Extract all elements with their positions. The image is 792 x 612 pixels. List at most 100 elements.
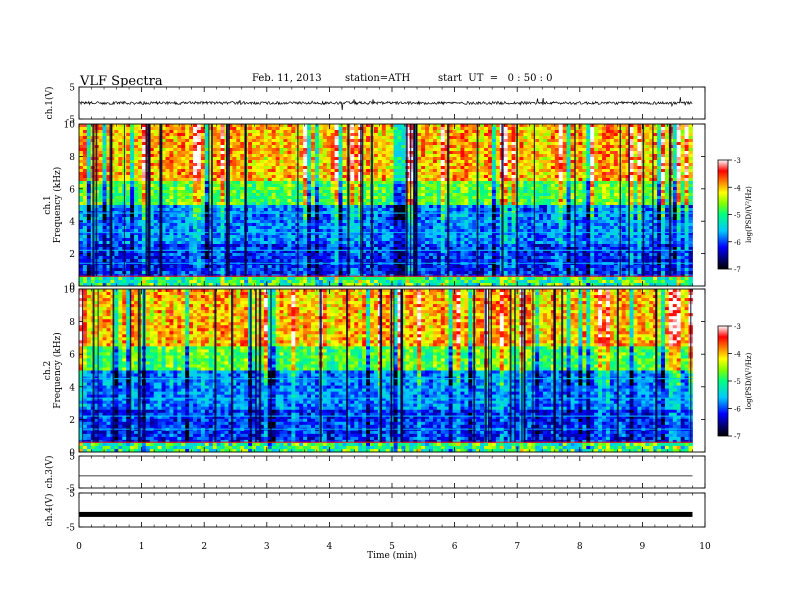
spectrogram-cell (79, 160, 84, 164)
spectrogram-cell (397, 175, 402, 179)
spectrogram-cell (240, 127, 245, 131)
spectrogram-cell (672, 130, 678, 134)
spectrogram-cell (189, 166, 194, 170)
spectrogram-cell (664, 175, 670, 179)
spectrogram-cell (181, 148, 186, 152)
spectrogram-cell (279, 142, 284, 146)
spectrogram-cell (126, 127, 131, 131)
spectrogram-cell (362, 133, 367, 137)
spectrogram-cell (338, 202, 343, 206)
spectrogram-cell (185, 151, 190, 155)
spectrogram-cell (322, 163, 328, 167)
spectrogram-cell (519, 175, 524, 179)
spectrogram-cell (200, 169, 206, 173)
spectrogram-cell (605, 199, 611, 203)
spectrogram-cell (676, 166, 682, 170)
spectrogram-cell (283, 190, 288, 194)
spectrogram-cell (539, 163, 544, 167)
spectrogram-cell (240, 175, 245, 179)
spectrogram-cell (460, 193, 465, 197)
spectrogram-cell (326, 196, 332, 200)
spectrogram-cell (661, 190, 666, 194)
spectrogram-cell (539, 190, 544, 194)
spectrogram-cell (546, 127, 552, 131)
spectrogram-cell (609, 127, 615, 131)
spectrogram-cell (189, 169, 194, 173)
spectrogram-cell (688, 172, 693, 176)
spectrogram-cell (291, 199, 296, 203)
spectrogram-cell (425, 166, 430, 170)
spectrogram-cell (240, 166, 245, 170)
spectrogram-cell (82, 133, 88, 137)
spectrogram-cell (381, 133, 387, 137)
spectrogram-cell (220, 142, 225, 146)
spectrogram-cell (444, 163, 450, 167)
spectrogram-cell (212, 217, 218, 221)
spectrogram-cell (275, 157, 280, 161)
spectrogram-cell (594, 175, 599, 179)
spectrogram-cell (487, 187, 493, 191)
spectrogram-cell (173, 196, 178, 200)
spectrogram-cell (232, 163, 237, 167)
spectrogram-cell (688, 166, 693, 170)
spectrogram-cell (491, 202, 497, 206)
spectrogram-cell (661, 166, 666, 170)
spectrogram-cell (232, 172, 237, 176)
spectrogram-cell (444, 181, 450, 185)
spectrogram-cell (220, 154, 225, 158)
spectrogram-cell (613, 181, 619, 185)
spectrogram-cell (287, 142, 292, 146)
spectrogram-cell (350, 148, 355, 152)
spectrogram-cell (322, 184, 328, 188)
spectrogram-cell (377, 124, 383, 128)
spectrogram-cell (629, 127, 634, 131)
spectrogram-cell (472, 163, 477, 167)
spectrogram-cell (177, 154, 182, 158)
spectrogram-cell (448, 187, 453, 191)
spectrogram-cell (417, 157, 422, 161)
spectrogram-cell (134, 142, 139, 146)
spectrogram-cell (314, 214, 320, 218)
spectrogram-cell (464, 208, 469, 212)
spectrogram-cell (185, 139, 190, 143)
spectrogram-cell (495, 169, 501, 173)
spectrogram-cell (684, 169, 689, 173)
spectrogram-cell (240, 148, 245, 152)
spectrogram-cell (342, 175, 347, 179)
spectrogram-cell (153, 145, 159, 149)
spectrogram-cell (252, 130, 257, 134)
spectrogram-cell (252, 187, 257, 191)
spectrogram-cell (637, 151, 642, 155)
spectrogram-cell (503, 190, 509, 194)
spectrogram-cell (311, 178, 316, 182)
spectrogram-cell (267, 130, 273, 134)
spectrogram-cell (448, 154, 453, 158)
spectrogram-cell (397, 145, 402, 149)
spectrogram-cell (275, 142, 280, 146)
spectrogram-cell (326, 193, 332, 197)
spectrogram-cell (161, 178, 166, 182)
spectrogram-cell (169, 208, 174, 212)
spectrogram-cell (633, 175, 638, 179)
spectrogram-cell (633, 181, 638, 185)
spectrogram-cell (566, 205, 571, 209)
spectrogram-cell (425, 184, 430, 188)
spectrogram-cell (436, 202, 442, 206)
spectrogram-cell (330, 190, 336, 194)
spectrogram-cell (578, 205, 583, 209)
spectrogram-cell (287, 187, 292, 191)
spectrogram-cell (141, 184, 147, 188)
spectrogram-cell (649, 166, 654, 170)
spectrogram-cell (594, 136, 599, 140)
spectrogram-cell (126, 217, 131, 221)
spectrogram-cell (523, 145, 528, 149)
spectrogram-cell (248, 130, 253, 134)
spectrogram-cell (130, 166, 135, 170)
spectrogram-cell (574, 190, 579, 194)
spectrogram-cell (385, 169, 391, 173)
spectrogram-cell (456, 181, 461, 185)
spectrogram-cell (98, 139, 103, 143)
spectrogram-cell (232, 187, 237, 191)
spectrogram-cell (436, 193, 442, 197)
spectrogram-cell (570, 175, 575, 179)
